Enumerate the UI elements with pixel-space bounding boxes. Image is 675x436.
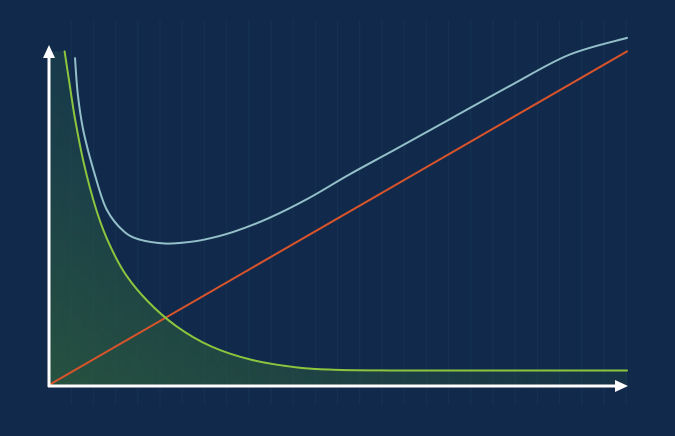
series-line-total bbox=[74, 36, 628, 245]
grid bbox=[70, 20, 627, 405]
y-axis-arrow-icon bbox=[43, 45, 55, 58]
axes bbox=[43, 45, 628, 392]
x-axis-arrow-icon bbox=[615, 380, 628, 392]
series-line-linear bbox=[48, 50, 628, 386]
series-line-decay bbox=[63, 50, 628, 372]
series-layer bbox=[48, 36, 628, 386]
